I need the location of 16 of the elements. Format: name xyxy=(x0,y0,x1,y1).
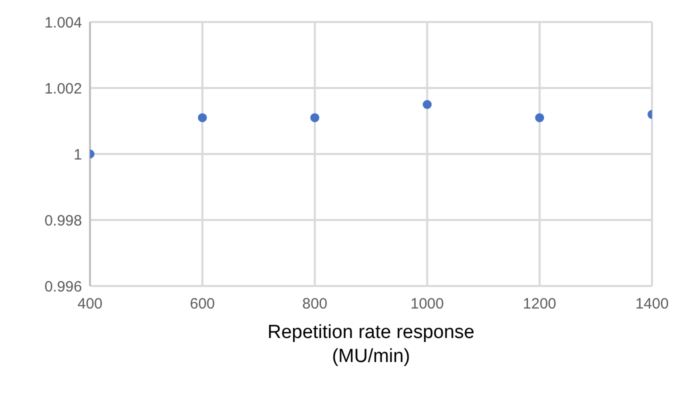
y-tick-label: 0.998 xyxy=(44,212,82,230)
x-tick-label: 600 xyxy=(190,296,215,313)
point xyxy=(535,113,544,122)
y-tick-label: 0.996 xyxy=(44,278,82,296)
y-tick-label: 1 xyxy=(74,146,82,164)
x-tick-label: 1200 xyxy=(522,296,556,313)
x-tick-label: 400 xyxy=(77,296,103,313)
point xyxy=(422,100,432,109)
x-tick-label: 1000 xyxy=(410,296,444,313)
y-tick-label: 1.002 xyxy=(44,80,82,98)
x-tick-label: 1400 xyxy=(635,296,669,313)
x-tick-label: 800 xyxy=(302,296,328,313)
point xyxy=(310,113,320,122)
point xyxy=(198,113,207,122)
x-axis-title: Repetition rate response (MU/min) xyxy=(267,322,475,367)
y-tick-label: 1.004 xyxy=(44,14,82,32)
